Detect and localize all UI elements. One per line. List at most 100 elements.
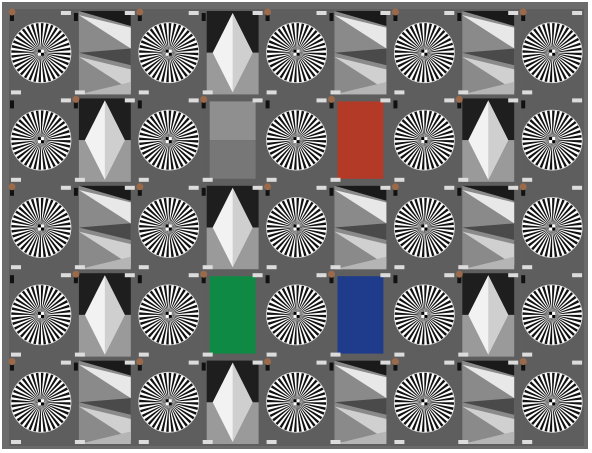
star-spoke [296, 24, 310, 53]
star-spoke [19, 227, 41, 251]
star-spoke [424, 402, 440, 430]
star-spoke [424, 114, 442, 141]
star-spoke [549, 227, 553, 258]
star-spoke [394, 312, 425, 315]
star-spoke [537, 112, 553, 141]
star-spoke [523, 314, 553, 326]
star-spoke [424, 314, 454, 323]
star-rim [521, 197, 583, 258]
star-spoke [138, 137, 169, 141]
tick-block [393, 362, 398, 371]
cell [328, 270, 393, 359]
tick-bar [380, 185, 391, 190]
tick-bar [330, 265, 341, 270]
star-spoke [552, 24, 565, 53]
star-spoke [403, 314, 425, 338]
star-spoke [14, 35, 41, 53]
star-spoke [421, 140, 425, 171]
star-spoke [147, 52, 169, 76]
star-spoke [163, 22, 169, 53]
star-spoke [10, 399, 41, 403]
star-spoke [296, 314, 320, 337]
star-spoke [529, 293, 553, 315]
wedge [78, 231, 131, 266]
star-spoke [275, 227, 297, 251]
star-spoke [168, 285, 177, 315]
star-spoke [552, 134, 583, 141]
star-spoke [40, 383, 66, 403]
star-spoke [275, 52, 297, 76]
star-spoke [12, 389, 41, 403]
tick-bar [266, 90, 277, 95]
star-spoke [296, 314, 327, 323]
star-spoke [40, 42, 70, 53]
center-mark [549, 140, 553, 144]
star-spoke [40, 402, 47, 433]
star-spoke [522, 312, 553, 315]
star-spoke [138, 50, 169, 53]
star-spoke [141, 140, 169, 156]
tick-block [137, 275, 142, 284]
star-spoke [522, 399, 553, 403]
star-spoke [537, 287, 553, 315]
tick-bar [508, 11, 519, 15]
tick-bar [202, 90, 213, 95]
star-spoke [145, 206, 169, 228]
wedge [78, 364, 131, 399]
star-spoke [168, 314, 174, 345]
wedge [334, 360, 387, 376]
tick-block [393, 100, 398, 109]
center-mark [293, 311, 297, 315]
star-spoke [40, 47, 71, 53]
star-spoke [296, 47, 327, 53]
star-spoke [424, 227, 435, 257]
star-spoke [424, 285, 433, 315]
center-mark [421, 52, 425, 56]
star-spoke [168, 52, 195, 70]
center-mark [552, 314, 556, 318]
center-mark [168, 227, 172, 231]
star-spoke [25, 375, 41, 403]
star-spoke [168, 140, 199, 148]
center-mark [168, 137, 172, 141]
star-spoke [168, 140, 189, 165]
star-spoke [414, 285, 425, 315]
cell [519, 8, 585, 97]
star-spoke [424, 140, 448, 162]
star-spoke [424, 23, 433, 53]
star-spoke [296, 227, 302, 258]
star-spoke [552, 140, 558, 170]
center-mark [296, 227, 300, 231]
star-spoke [424, 314, 451, 333]
star-spoke [40, 387, 69, 403]
star-spoke [541, 23, 553, 53]
star-spoke [35, 285, 41, 315]
star-spoke [147, 227, 169, 251]
star-spoke [552, 110, 560, 141]
cell [72, 183, 137, 272]
star-spoke [296, 111, 310, 141]
star-rim [10, 22, 72, 84]
star-spoke [168, 42, 198, 53]
wedge [462, 56, 515, 91]
star-spoke [267, 140, 297, 151]
tick-block [201, 187, 206, 196]
star-spoke [552, 33, 577, 53]
star-spoke [10, 50, 41, 53]
star-spoke [33, 140, 41, 170]
star-spoke [552, 140, 572, 165]
star-spoke [149, 115, 169, 141]
star-spoke [139, 44, 169, 53]
star-spoke [522, 50, 553, 53]
star-spoke [419, 197, 425, 228]
star-spoke [552, 295, 577, 315]
tick-bar [124, 98, 135, 103]
star-spoke [267, 44, 297, 53]
star-spoke [10, 137, 41, 141]
star-spoke [141, 402, 169, 418]
star-spoke [147, 402, 169, 426]
tick-block [457, 187, 462, 196]
tick-bar [572, 360, 583, 365]
star-spoke [424, 140, 430, 170]
star-rim [10, 371, 72, 433]
